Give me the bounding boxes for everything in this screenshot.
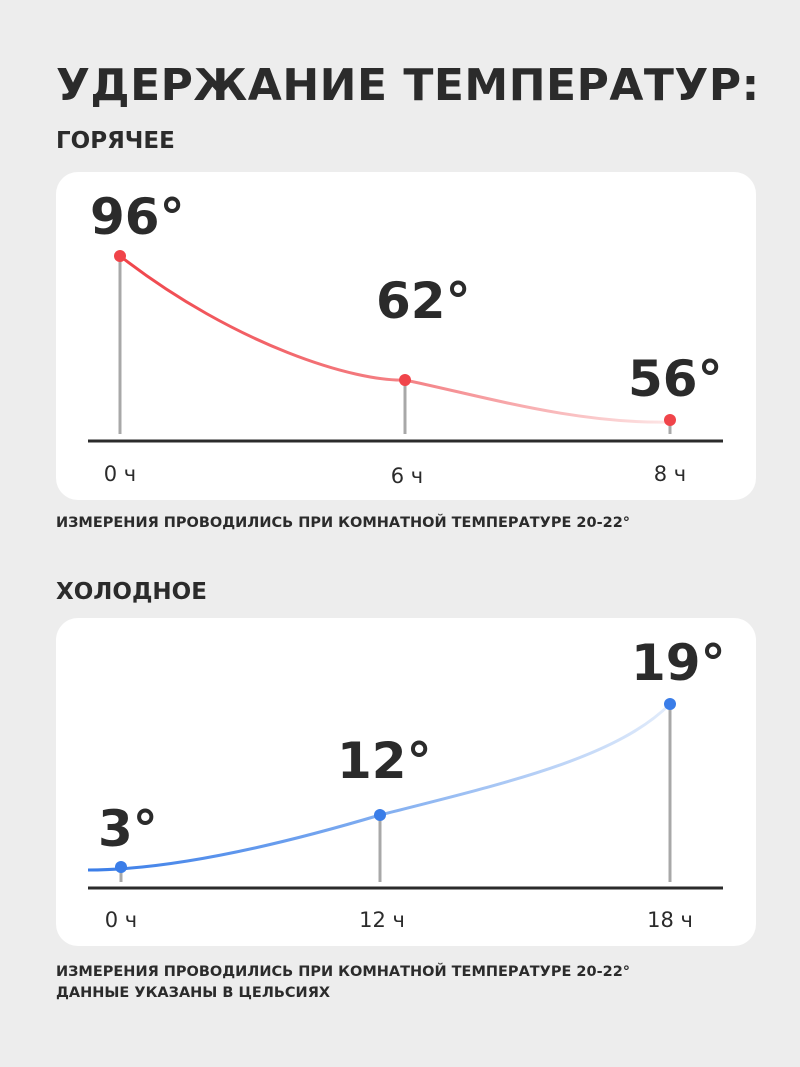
hot-value-label: 96°: [90, 188, 185, 246]
hot-section-label: ГОРЯЧЕЕ: [56, 128, 175, 154]
hot-tick-label: 0 ч: [104, 462, 136, 486]
cold-section-label: ХОЛОДНОЕ: [56, 579, 207, 605]
hot-tick-label: 6 ч: [391, 464, 423, 488]
hot-tick-label: 8 ч: [654, 462, 686, 486]
cold-value-label: 3°: [98, 800, 158, 858]
hot-value-label: 62°: [376, 272, 471, 330]
hot-point: [664, 414, 676, 426]
hot-point: [399, 374, 411, 386]
cold-value-label: 12°: [337, 732, 432, 790]
hot-note: ИЗМЕРЕНИЯ ПРОВОДИЛИСЬ ПРИ КОМНАТНОЙ ТЕМП…: [56, 515, 631, 531]
cold-point: [664, 698, 676, 710]
cold-note: ИЗМЕРЕНИЯ ПРОВОДИЛИСЬ ПРИ КОМНАТНОЙ ТЕМП…: [56, 964, 631, 980]
cold-tick-label: 18 ч: [647, 908, 693, 932]
cold-chart-card: 3° 12° 19° 0 ч 12 ч 18 ч: [56, 618, 756, 946]
cold-tick-label: 12 ч: [359, 908, 405, 932]
cold-tick-label: 0 ч: [105, 908, 137, 932]
cold-value-label: 19°: [631, 634, 726, 692]
cold-note-units: ДАННЫЕ УКАЗАНЫ В ЦЕЛЬСИЯХ: [56, 985, 331, 1001]
cold-point: [115, 861, 127, 873]
hot-chart: 96° 62° 56° 0 ч 6 ч 8 ч: [88, 188, 723, 488]
cold-point: [374, 809, 386, 821]
page-title: УДЕРЖАНИЕ ТЕМПЕРАТУР:: [56, 60, 760, 111]
hot-chart-card: 96° 62° 56° 0 ч 6 ч 8 ч: [56, 172, 756, 500]
hot-point: [114, 250, 126, 262]
hot-value-label: 56°: [628, 350, 723, 408]
cold-chart: 3° 12° 19° 0 ч 12 ч 18 ч: [87, 634, 726, 932]
